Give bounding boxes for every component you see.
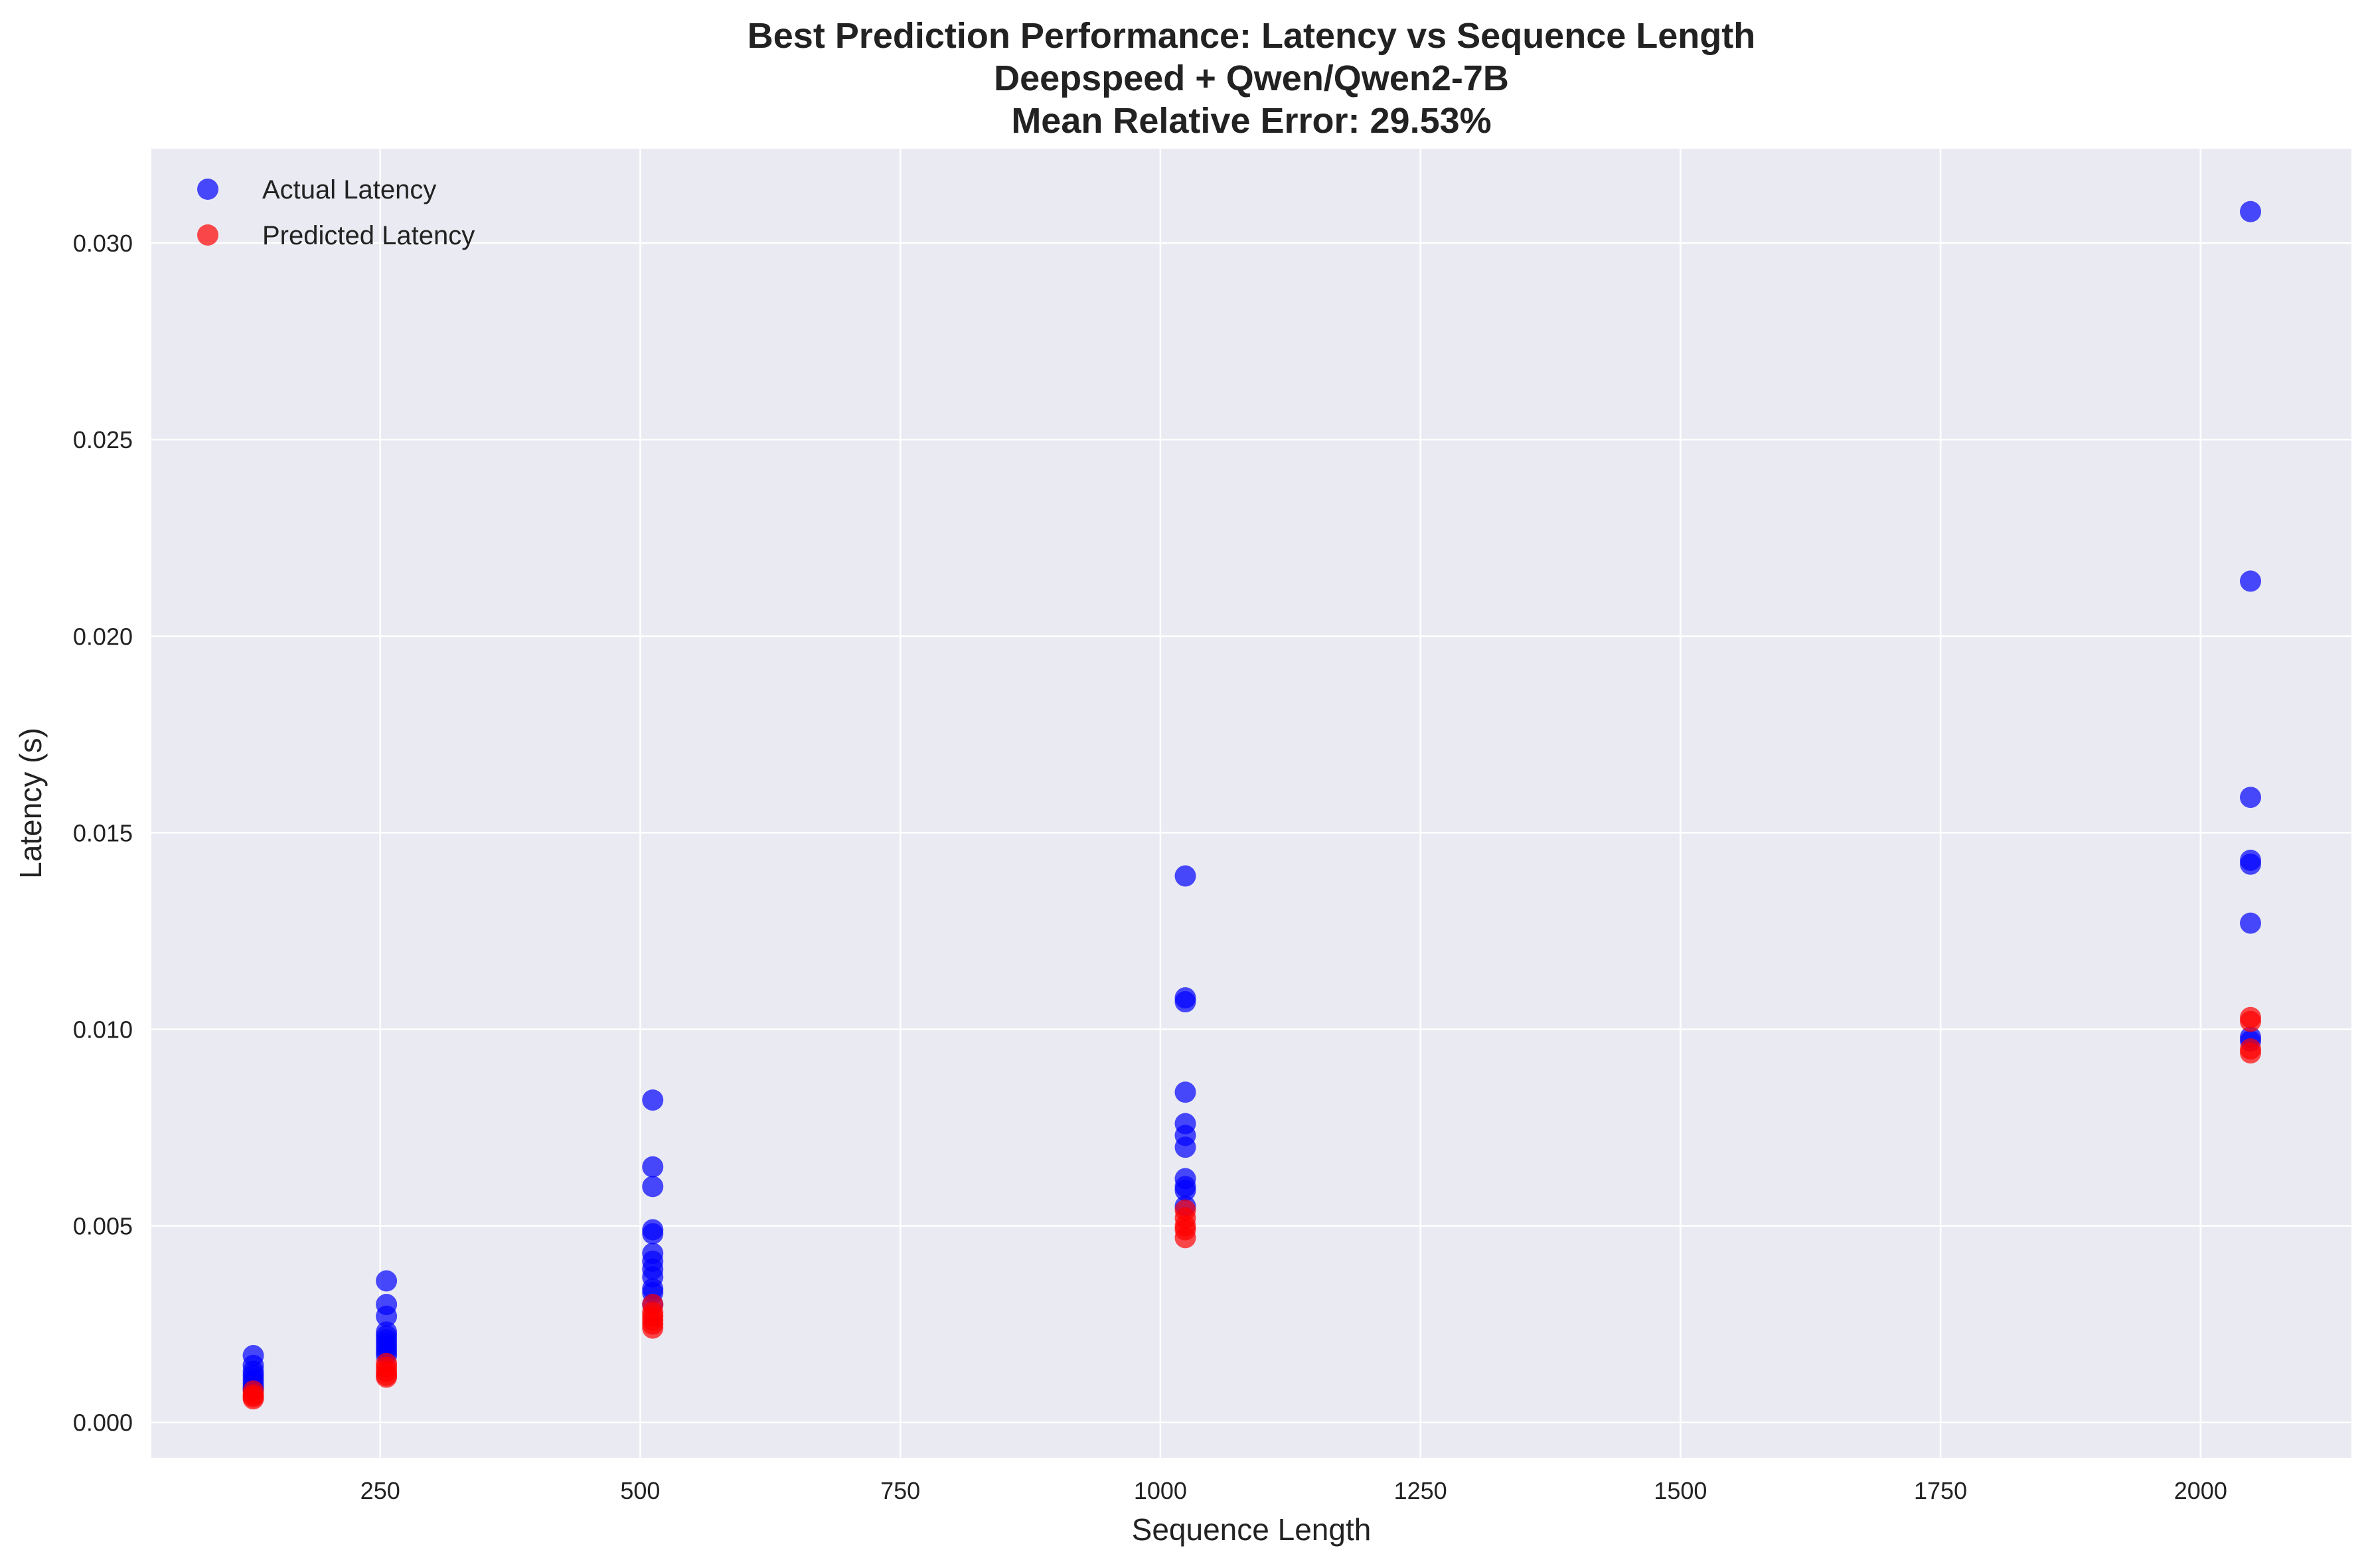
actual-latency-point — [1174, 991, 1196, 1013]
actual-latency-point — [2240, 200, 2262, 222]
actual-latency-point — [2240, 787, 2262, 809]
legend-label-predicted: Predicted Latency — [262, 221, 475, 250]
legend-label-actual: Actual Latency — [262, 175, 436, 204]
actual-latency-point — [642, 1089, 664, 1111]
y-tick-label: 0.020 — [73, 623, 133, 650]
chart-title-line-3: Mean Relative Error: 29.53% — [1011, 101, 1491, 141]
plot-background — [151, 149, 2351, 1458]
legend-marker-predicted — [197, 224, 218, 246]
chart-title-line-2: Deepspeed + Qwen/Qwen2-7B — [994, 58, 1509, 98]
actual-latency-point — [642, 1176, 664, 1198]
x-tick-label: 1000 — [1134, 1477, 1187, 1504]
actual-latency-point — [376, 1270, 398, 1292]
data-points — [242, 200, 2262, 1410]
y-tick-label: 0.000 — [73, 1409, 133, 1437]
x-tick-label: 500 — [620, 1477, 660, 1504]
predicted-latency-point — [642, 1317, 664, 1339]
predicted-latency-point — [2240, 1042, 2262, 1064]
legend-marker-actual — [197, 179, 218, 200]
actual-latency-point — [376, 1305, 398, 1327]
actual-latency-point — [1174, 1180, 1196, 1202]
grid — [151, 149, 2351, 1458]
actual-latency-point — [2240, 912, 2262, 934]
legend: Actual Latency Predicted Latency — [197, 175, 475, 250]
predicted-latency-point — [376, 1366, 398, 1388]
y-axis-label: Latency (s) — [13, 728, 48, 879]
predicted-latency-point — [242, 1388, 264, 1410]
predicted-latency-point — [2240, 1010, 2262, 1032]
actual-latency-point — [2240, 570, 2262, 592]
y-tick-label: 0.030 — [73, 230, 133, 257]
predicted-latency-point — [1174, 1227, 1196, 1249]
actual-latency-point — [642, 1156, 664, 1178]
x-tick-label: 1250 — [1394, 1477, 1447, 1504]
actual-latency-point — [1174, 865, 1196, 887]
actual-latency-point — [642, 1223, 664, 1245]
actual-latency-point — [1174, 1137, 1196, 1158]
y-tick-label: 0.015 — [73, 819, 133, 846]
y-tick-label: 0.025 — [73, 426, 133, 453]
x-tick-label: 250 — [360, 1477, 400, 1504]
x-tick-label: 750 — [880, 1477, 920, 1504]
x-axis-label: Sequence Length — [1132, 1512, 1372, 1547]
chart-title-line-1: Best Prediction Performance: Latency vs … — [748, 16, 1755, 56]
x-tick-label: 2000 — [2174, 1477, 2227, 1504]
tick-labels: 250 500 750 1000 1250 1500 1750 2000 0.000 0.005 0… — [73, 230, 2227, 1504]
y-tick-label: 0.010 — [73, 1016, 133, 1044]
actual-latency-point — [1174, 1081, 1196, 1103]
x-tick-label: 1750 — [1914, 1477, 1967, 1504]
actual-latency-point — [2240, 853, 2262, 875]
x-tick-label: 1500 — [1654, 1477, 1707, 1504]
y-tick-label: 0.005 — [73, 1213, 133, 1240]
